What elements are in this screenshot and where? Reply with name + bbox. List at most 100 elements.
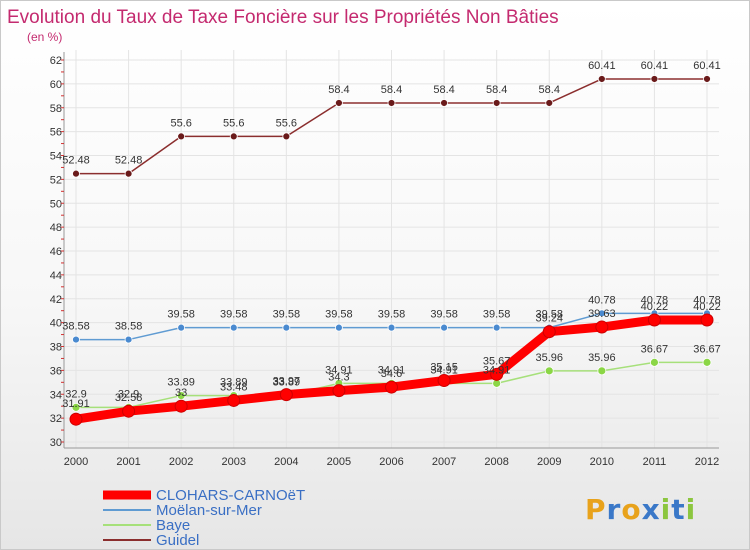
y-tick-label: 60 [50, 79, 62, 91]
data-point [440, 99, 448, 107]
data-point [279, 388, 293, 402]
data-point [72, 335, 80, 344]
legend-label: Baye [156, 517, 190, 534]
data-label: 38.58 [115, 321, 143, 333]
y-tick-label: 34 [50, 389, 62, 401]
data-label: 39.58 [430, 309, 458, 321]
x-tick-label: 2000 [64, 456, 88, 468]
chart-subtitle: (en %) [27, 30, 62, 44]
data-point [282, 323, 291, 332]
data-label: 39.63 [588, 308, 616, 320]
data-label: 39.58 [325, 309, 353, 321]
data-point [387, 99, 396, 107]
data-point [229, 132, 238, 141]
legend-label: Moëlan-sur-Mer [156, 502, 262, 519]
data-point [647, 313, 661, 327]
data-point [650, 357, 659, 367]
data-label: 39.58 [535, 309, 563, 321]
data-point [544, 366, 554, 376]
data-point [597, 366, 607, 376]
svg-text:Proxiti: Proxiti [585, 493, 696, 526]
legend-label: Guidel [156, 532, 199, 549]
proxiti-logo: Proxiti [585, 493, 696, 526]
y-tick-label: 32 [50, 413, 62, 425]
data-label: 34.3 [328, 372, 349, 384]
x-tick-label: 2008 [484, 456, 508, 468]
data-point [490, 367, 504, 381]
y-tick-label: 46 [50, 246, 62, 258]
data-point [597, 75, 606, 83]
data-label: 55.6 [170, 117, 191, 129]
data-point [700, 313, 714, 327]
data-label: 52.48 [62, 155, 90, 167]
data-label: 32.58 [115, 392, 143, 404]
data-label: 58.4 [433, 84, 454, 96]
y-tick-label: 56 [50, 127, 62, 139]
data-label: 55.6 [223, 117, 244, 129]
data-label: 39.58 [220, 309, 248, 321]
axes: 30 32 34 36 38 40 42 44 46 48 50 52 54 56 58 60 62 2000 20… [50, 52, 719, 468]
x-tick-label: 2003 [222, 456, 246, 468]
data-point [177, 132, 186, 141]
x-tick-label: 2012 [695, 456, 719, 468]
data-label: 60.41 [588, 60, 616, 72]
data-label: 36.67 [641, 343, 669, 355]
data-point [122, 404, 136, 418]
data-label: 60.41 [693, 60, 721, 72]
x-tick-label: 2010 [590, 456, 614, 468]
data-label: 33.89 [273, 377, 301, 389]
data-point [177, 323, 186, 332]
data-point [174, 399, 188, 413]
data-label: 34.6 [381, 368, 402, 380]
data-point [702, 357, 712, 367]
data-label: 39.58 [378, 309, 406, 321]
data-label: 36.67 [693, 343, 721, 355]
data-label: 34.91 [430, 364, 458, 376]
data-point [282, 132, 291, 141]
data-label: 32.9 [118, 388, 139, 400]
data-point [650, 75, 659, 83]
data-label: 58.4 [328, 84, 349, 96]
data-label: 58.4 [486, 84, 507, 96]
x-tick-label: 2007 [432, 456, 456, 468]
data-point [69, 412, 83, 426]
data-label: 39.24 [535, 313, 563, 325]
data-label: 33 [175, 387, 187, 399]
x-tick-label: 2011 [643, 456, 667, 468]
y-tick-label: 40 [50, 318, 62, 330]
series-group [69, 75, 714, 426]
y-tick-label: 44 [50, 270, 62, 282]
y-tick-label: 42 [50, 294, 62, 306]
data-point [597, 309, 606, 318]
y-tick-label: 52 [50, 174, 62, 186]
data-label: 40.78 [641, 294, 669, 306]
y-tick-label: 48 [50, 222, 62, 234]
data-label: 38.58 [62, 321, 90, 333]
data-label: 55.6 [276, 117, 297, 129]
data-label: 40.22 [693, 301, 721, 313]
y-tick-label: 58 [50, 103, 62, 115]
data-point [124, 335, 133, 344]
data-label: 33.89 [220, 377, 248, 389]
data-point [437, 374, 451, 388]
legend-label: CLOHARS-CARNOëT [156, 487, 305, 504]
data-label: 33.48 [220, 381, 248, 393]
data-label: 35.96 [535, 352, 563, 364]
data-label: 34.91 [483, 364, 511, 376]
data-label: 60.41 [641, 60, 669, 72]
y-tick-label: 54 [50, 151, 62, 163]
data-point [72, 169, 80, 178]
y-tick-label: 30 [50, 437, 62, 449]
data-point [229, 323, 238, 332]
data-point [542, 325, 556, 339]
data-point [703, 75, 711, 83]
data-label: 34.91 [325, 364, 353, 376]
data-point [176, 391, 186, 400]
data-label: 39.58 [167, 309, 195, 321]
y-tick-label: 62 [50, 55, 62, 67]
x-tick-label: 2005 [327, 456, 351, 468]
x-tick-label: 2009 [537, 456, 561, 468]
x-tick-label: 2002 [169, 456, 193, 468]
